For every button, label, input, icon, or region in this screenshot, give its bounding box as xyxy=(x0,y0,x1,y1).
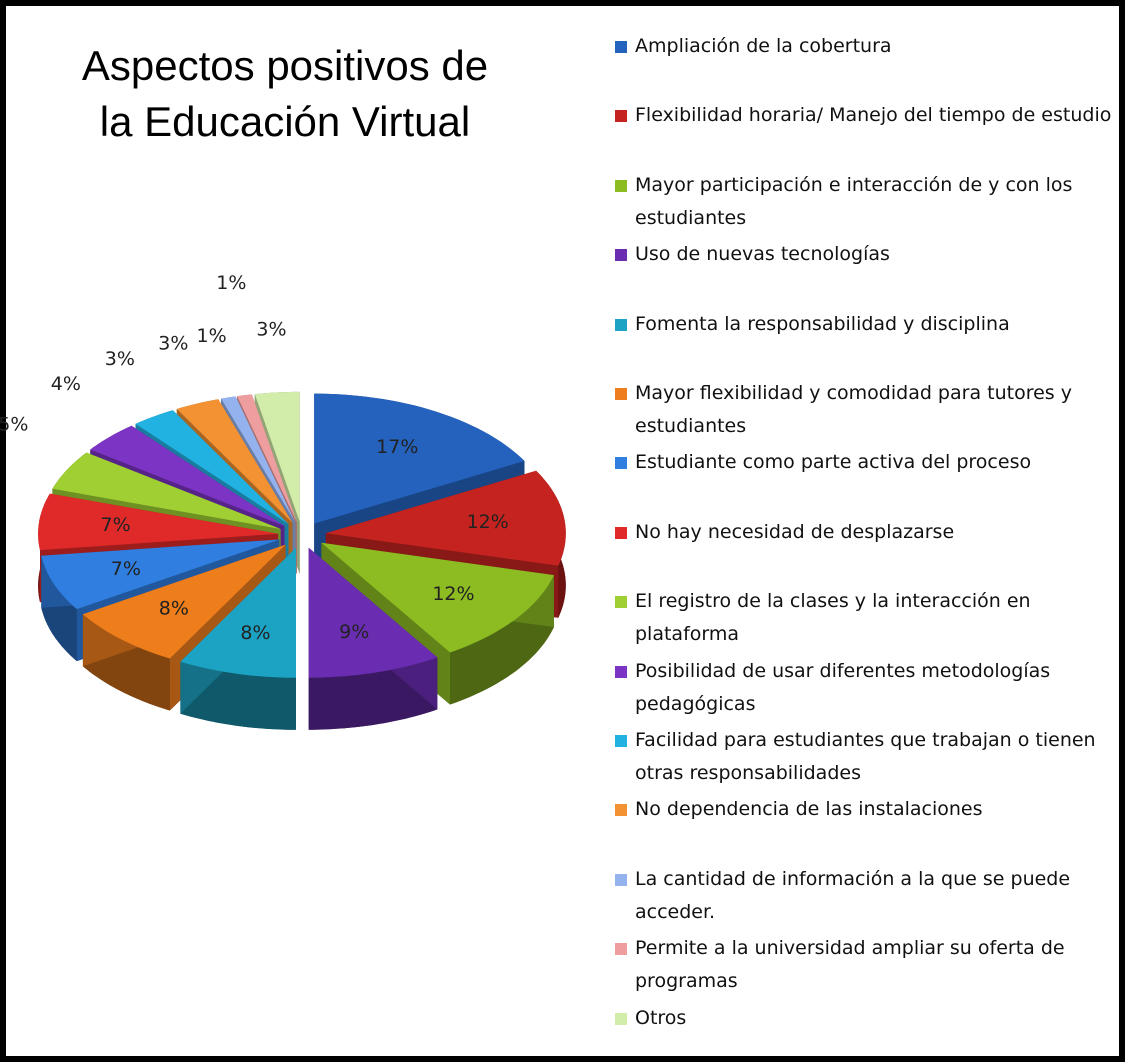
legend-item: Mayor flexibilidad y comodidad para tuto… xyxy=(615,377,1115,443)
data-label: 1% xyxy=(197,325,227,347)
legend-swatch xyxy=(615,179,627,192)
slice xyxy=(254,391,300,522)
legend-swatch xyxy=(615,457,627,470)
legend-label: Mayor flexibilidad y comodidad para tuto… xyxy=(635,382,1072,437)
slice xyxy=(38,493,279,551)
legend-swatch xyxy=(615,943,627,956)
chart-title: Aspectos positivos de la Educación Virtu… xyxy=(81,42,489,145)
data-label: 12% xyxy=(467,511,509,533)
data-label: 9% xyxy=(339,621,369,643)
slice xyxy=(321,542,554,653)
legend-item: Estudiante como parte activa del proceso xyxy=(615,446,1115,479)
slice xyxy=(308,547,438,678)
slice xyxy=(135,410,289,525)
slice-side xyxy=(450,575,554,705)
legend-label: No hay necesidad de desplazarse xyxy=(635,520,955,543)
legend-item: No hay necesidad de desplazarse xyxy=(615,516,1115,549)
legend-label: No dependencia de las instalaciones xyxy=(635,798,983,821)
data-label: 4% xyxy=(51,373,81,395)
legend-item: Posibilidad de usar diferentes metodolog… xyxy=(615,655,1115,721)
legend-label: Ampliación de la cobertura xyxy=(635,35,892,57)
slice xyxy=(82,544,286,659)
data-label: 5% xyxy=(0,414,28,436)
legend-label: Fomenta la responsabilidad y disciplina xyxy=(635,312,1010,335)
legend-label: Posibilidad de usar diferentes metodolog… xyxy=(635,659,1051,715)
slice xyxy=(41,539,280,610)
legend-label: Otros xyxy=(635,1006,687,1029)
legend-swatch xyxy=(615,318,627,331)
legend-item: Fomenta la responsabilidad y disciplina xyxy=(615,308,1115,341)
legend-label: Facilidad para estudiantes que trabajan … xyxy=(635,729,1096,784)
data-label: 12% xyxy=(432,583,474,605)
legend-item: Mayor participación e interacción de y c… xyxy=(615,169,1115,235)
legend-item: La cantidad de información a la que se p… xyxy=(615,863,1115,929)
slice xyxy=(176,399,293,523)
legend-swatch xyxy=(615,41,627,53)
legend-item: Flexibilidad horaria/ Manejo del tiempo … xyxy=(615,99,1115,132)
data-label: 8% xyxy=(240,622,270,644)
data-label: 3% xyxy=(158,332,188,354)
legend-item: El registro de la clases y la interacció… xyxy=(615,585,1115,651)
legend-label: Uso de nuevas tecnologías xyxy=(635,243,890,266)
legend-swatch xyxy=(615,873,627,886)
data-label: 1% xyxy=(216,272,246,294)
slice xyxy=(90,425,285,526)
slice xyxy=(52,452,281,529)
legend-item: Ampliación de la cobertura xyxy=(615,30,1115,63)
slice xyxy=(237,394,297,523)
data-label: 3% xyxy=(256,319,286,341)
legend-item: Facilidad para estudiantes que trabajan … xyxy=(615,724,1115,790)
legend-label: Flexibilidad horaria/ Manejo del tiempo … xyxy=(635,104,1112,127)
legend-label: Mayor participación e interacción de y c… xyxy=(635,173,1073,229)
data-label: 8% xyxy=(159,598,189,620)
legend-item: Permite a la universidad ampliar su ofer… xyxy=(615,932,1115,998)
slice xyxy=(325,470,566,566)
legend-item: Otros xyxy=(615,1002,1115,1035)
legend-swatch xyxy=(615,249,627,262)
data-label: 7% xyxy=(111,558,141,580)
slice xyxy=(180,547,296,678)
legend-swatch xyxy=(615,665,627,678)
legend-swatch xyxy=(615,596,627,609)
slice xyxy=(314,393,525,524)
legend-swatch xyxy=(615,1012,627,1025)
legend-label: La cantidad de información a la que se p… xyxy=(635,867,1071,923)
data-label: 17% xyxy=(376,436,418,458)
legend-label: Permite a la universidad ampliar su ofer… xyxy=(635,937,1065,993)
legend-label: Estudiante como parte activa del proceso xyxy=(635,451,1032,474)
legend-label: El registro de la clases y la interacció… xyxy=(635,590,1031,646)
legend-swatch xyxy=(615,735,627,747)
slice xyxy=(221,396,296,523)
legend-swatch xyxy=(615,804,627,817)
legend-swatch xyxy=(615,110,627,123)
data-label: 7% xyxy=(101,514,131,536)
data-label: 3% xyxy=(105,348,135,370)
legend-swatch xyxy=(615,526,627,539)
legend-item: Uso de nuevas tecnologías xyxy=(615,238,1115,271)
pie: 17% 12% 12% 9% 8% 8% 7% 7% 5% 4% 3% 3% 1% 1% 3% xyxy=(0,272,566,730)
legend-item: No dependencia de las instalaciones xyxy=(615,793,1115,826)
legend-swatch xyxy=(615,388,627,400)
